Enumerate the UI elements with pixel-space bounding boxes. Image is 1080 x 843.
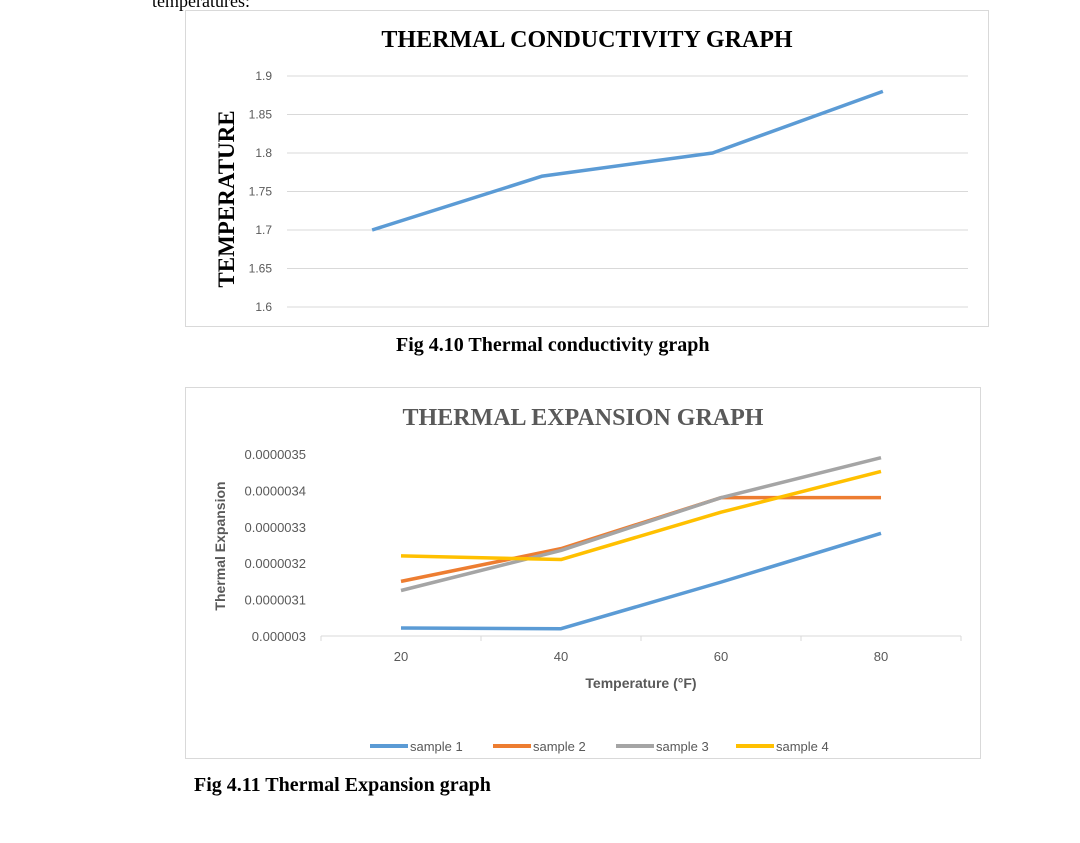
y-tick-label: 0.0000034 <box>245 483 306 498</box>
legend-label: sample 2 <box>533 739 586 754</box>
legend-label: sample 3 <box>656 739 709 754</box>
y-tick-label: 1.6 <box>255 300 272 314</box>
top-text-fragment: temperatures: <box>152 0 250 11</box>
thermal-conductivity-chart: THERMAL CONDUCTIVITY GRAPH 1.6 1.65 1.7 1.75… <box>185 10 989 327</box>
chart-title: THERMAL EXPANSION GRAPH <box>403 405 764 431</box>
x-tick-label: 20 <box>394 649 408 664</box>
legend-label: sample 4 <box>776 739 829 754</box>
series-line <box>371 89 884 232</box>
y-tick-label: 0.0000035 <box>245 447 306 462</box>
y-axis-label: Thermal Expansion <box>212 481 228 610</box>
thermal-conductivity-svg: THERMAL CONDUCTIVITY GRAPH 1.6 1.65 1.7 1.75… <box>214 27 968 314</box>
series-line-sample-3 <box>400 455 882 593</box>
y-tick-label: 0.0000031 <box>245 593 306 608</box>
x-tick-label: 60 <box>714 649 728 664</box>
chart-title: THERMAL CONDUCTIVITY GRAPH <box>381 27 792 53</box>
y-tick-label: 1.65 <box>249 262 273 276</box>
x-tick-label: 80 <box>874 649 888 664</box>
x-axis-label: Temperature (°F) <box>585 675 696 691</box>
caption-thermal-expansion: Fig 4.11 Thermal Expansion graph <box>194 774 491 796</box>
legend-label: sample 1 <box>410 739 463 754</box>
y-tick-label: 1.85 <box>249 108 273 122</box>
thermal-expansion-chart: THERMAL EXPANSION GRAPH 0.000003 0.0000031… <box>185 387 981 759</box>
series-line-sample-2 <box>400 495 881 584</box>
y-tick-label: 1.7 <box>255 223 272 237</box>
series-line-sample-4 <box>400 469 882 562</box>
y-tick-label: 1.8 <box>255 146 272 160</box>
y-tick-label: 0.0000032 <box>245 556 306 571</box>
y-tick-label: 0.000003 <box>252 629 306 644</box>
y-tick-label: 0.0000033 <box>245 520 306 535</box>
y-tick-label: 1.9 <box>255 69 272 83</box>
y-axis-label: TEMPERATURE <box>214 110 239 287</box>
y-tick-label: 1.75 <box>249 185 273 199</box>
series-line-sample-1 <box>400 531 882 631</box>
x-tick-label: 40 <box>554 649 568 664</box>
thermal-expansion-svg: THERMAL EXPANSION GRAPH 0.000003 0.0000031… <box>212 405 962 754</box>
caption-thermal-conductivity: Fig 4.10 Thermal conductivity graph <box>396 334 710 356</box>
